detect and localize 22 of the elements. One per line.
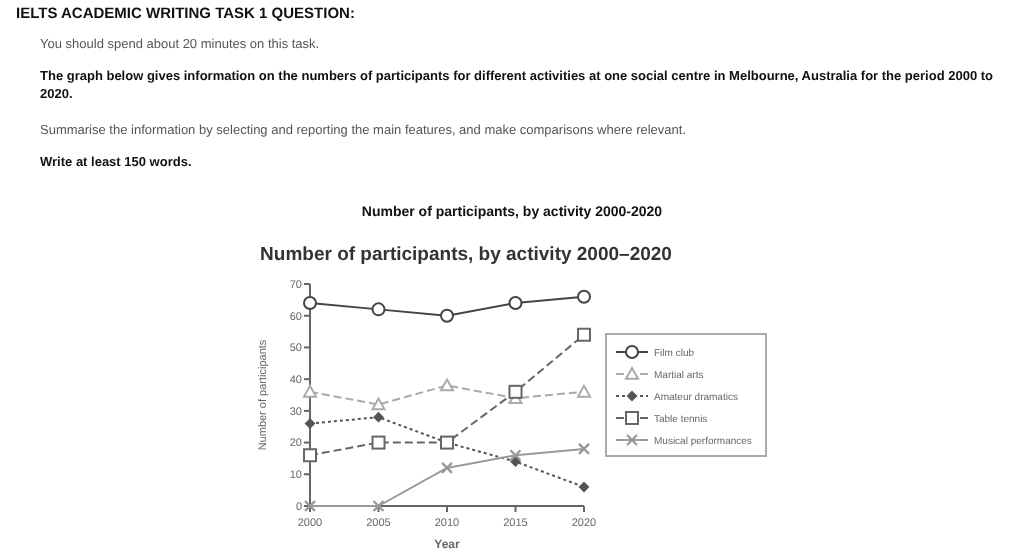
point (373, 412, 384, 423)
chart-title: Number of participants, by activity 2000–2020 (260, 244, 672, 266)
point (371, 397, 386, 411)
point (371, 302, 386, 317)
point (508, 384, 523, 399)
point (440, 378, 454, 392)
point (372, 499, 385, 513)
point (508, 296, 523, 311)
point (440, 308, 454, 323)
point (577, 384, 591, 398)
point (440, 461, 454, 475)
point (510, 456, 521, 467)
point (303, 296, 317, 311)
point (579, 481, 589, 492)
point (509, 449, 522, 462)
point (303, 499, 317, 513)
point (371, 435, 386, 450)
point (577, 327, 591, 342)
point (577, 442, 591, 456)
point (305, 418, 315, 429)
point (303, 448, 317, 463)
point (577, 289, 591, 304)
